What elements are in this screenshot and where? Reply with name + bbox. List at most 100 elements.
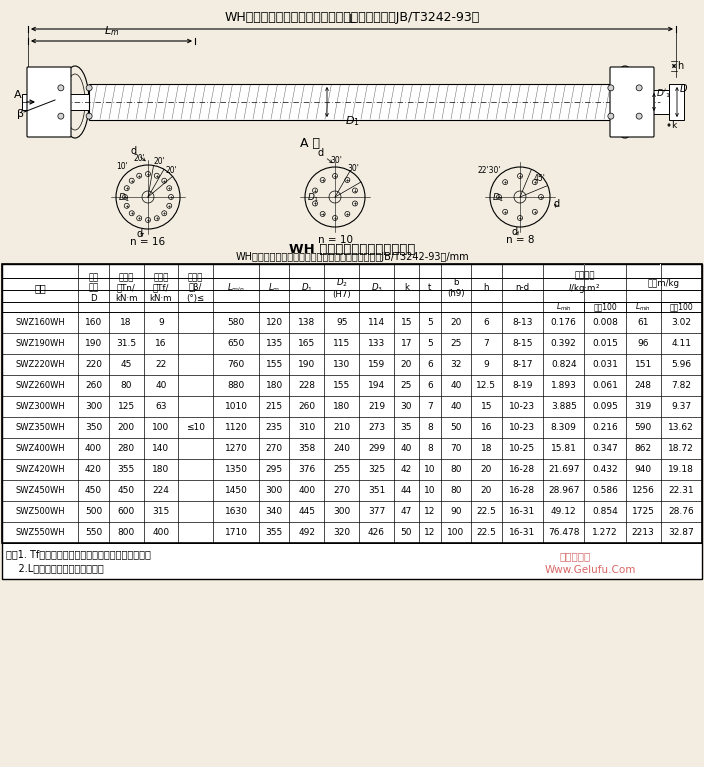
Text: 114: 114	[368, 318, 385, 327]
Circle shape	[86, 85, 92, 91]
Text: SWZ160WH: SWZ160WH	[15, 318, 65, 327]
Text: 20': 20'	[153, 157, 165, 166]
Text: 351: 351	[368, 486, 385, 495]
Text: 47: 47	[401, 507, 412, 516]
Text: 20: 20	[451, 318, 462, 327]
Text: 0.347: 0.347	[592, 444, 618, 453]
Text: $L_{min}$: $L_{min}$	[635, 301, 651, 313]
Text: 22.31: 22.31	[669, 486, 694, 495]
Text: 45: 45	[120, 360, 132, 369]
Text: 20: 20	[481, 465, 492, 474]
Text: 135: 135	[265, 339, 283, 348]
Text: $D_1$: $D_1$	[492, 192, 505, 205]
Text: SWZ500WH: SWZ500WH	[15, 507, 65, 516]
Bar	[584, 264, 585, 290]
Text: d: d	[137, 229, 143, 239]
Text: 125: 125	[118, 402, 134, 411]
Text: 6: 6	[427, 360, 433, 369]
Text: 299: 299	[368, 444, 385, 453]
Text: SWZ190WH: SWZ190WH	[15, 339, 65, 348]
Bar	[669, 84, 684, 120]
Text: 0.015: 0.015	[592, 339, 618, 348]
Text: $D_1$: $D_1$	[307, 192, 320, 205]
Text: 22.5: 22.5	[477, 528, 496, 537]
Text: 16-31: 16-31	[509, 528, 536, 537]
Text: 180: 180	[333, 402, 351, 411]
Text: 20': 20'	[134, 154, 146, 163]
Text: 159: 159	[368, 360, 385, 369]
Text: 30': 30'	[347, 164, 359, 173]
Text: 22'30': 22'30'	[478, 166, 501, 175]
Text: SWZ260WH: SWZ260WH	[15, 381, 65, 390]
Text: $L_{min}$: $L_{min}$	[227, 281, 245, 295]
Text: 增长100: 增长100	[670, 302, 693, 311]
Text: 0.432: 0.432	[592, 465, 618, 474]
Text: 25: 25	[401, 381, 412, 390]
Bar	[89, 84, 611, 120]
Text: SWZ400WH: SWZ400WH	[15, 444, 65, 453]
Text: 40: 40	[451, 402, 462, 411]
Text: 16-28: 16-28	[509, 486, 536, 495]
Text: 22: 22	[156, 360, 167, 369]
Text: 61: 61	[637, 318, 649, 327]
Text: 194: 194	[368, 381, 385, 390]
Text: 180: 180	[152, 465, 170, 474]
Bar	[2, 264, 702, 579]
Text: 255: 255	[333, 465, 350, 474]
Text: 315: 315	[152, 507, 170, 516]
Text: 5: 5	[427, 318, 433, 327]
Text: 133: 133	[368, 339, 385, 348]
Text: 8: 8	[427, 423, 433, 432]
Text: 358: 358	[298, 444, 315, 453]
Text: 115: 115	[333, 339, 351, 348]
Text: 340: 340	[265, 507, 283, 516]
Text: 219: 219	[368, 402, 385, 411]
Text: 疲劳转
矩Tf/
kN·m: 疲劳转 矩Tf/ kN·m	[150, 273, 172, 303]
Text: 13.62: 13.62	[668, 423, 694, 432]
Circle shape	[58, 85, 64, 91]
Text: 420: 420	[85, 465, 102, 474]
Text: 0.176: 0.176	[551, 318, 577, 327]
Text: 32.87: 32.87	[668, 528, 694, 537]
Text: 95: 95	[336, 318, 347, 327]
Text: $D$: $D$	[679, 82, 688, 94]
Text: d: d	[318, 148, 324, 158]
Text: 32: 32	[451, 360, 462, 369]
Text: 12: 12	[424, 507, 436, 516]
Text: 80: 80	[120, 381, 132, 390]
Text: 30': 30'	[330, 156, 342, 165]
Text: 25: 25	[451, 339, 462, 348]
Text: 20': 20'	[166, 166, 177, 175]
Text: 45': 45'	[534, 174, 546, 183]
Text: 7: 7	[427, 402, 433, 411]
Text: 40: 40	[156, 381, 167, 390]
Text: 50: 50	[451, 423, 462, 432]
Text: 格鲁夫机械: 格鲁夫机械	[560, 551, 591, 561]
Text: 90: 90	[451, 507, 462, 516]
Text: 10: 10	[424, 486, 436, 495]
Text: 12: 12	[424, 528, 436, 537]
Text: 319: 319	[634, 402, 652, 411]
Text: 590: 590	[634, 423, 652, 432]
Text: 1.893: 1.893	[551, 381, 577, 390]
Text: 165: 165	[298, 339, 315, 348]
Text: 63: 63	[155, 402, 167, 411]
Text: 7.82: 7.82	[672, 381, 691, 390]
Text: 1010: 1010	[225, 402, 248, 411]
Text: 0.392: 0.392	[551, 339, 577, 348]
Text: 8-15: 8-15	[512, 339, 533, 348]
Text: 492: 492	[298, 528, 315, 537]
Text: 70: 70	[451, 444, 462, 453]
Text: 260: 260	[85, 381, 102, 390]
Text: $L_m$: $L_m$	[268, 281, 280, 295]
Text: 0.824: 0.824	[551, 360, 577, 369]
Text: 40: 40	[401, 444, 412, 453]
Text: 426: 426	[368, 528, 385, 537]
Text: 377: 377	[368, 507, 385, 516]
Text: 450: 450	[85, 486, 102, 495]
Text: 273: 273	[368, 423, 385, 432]
Text: 28.967: 28.967	[548, 486, 579, 495]
Text: t: t	[428, 284, 432, 292]
Text: 21.697: 21.697	[548, 465, 579, 474]
Text: 2.L为安装长度，按需要确定。: 2.L为安装长度，按需要确定。	[6, 563, 103, 573]
